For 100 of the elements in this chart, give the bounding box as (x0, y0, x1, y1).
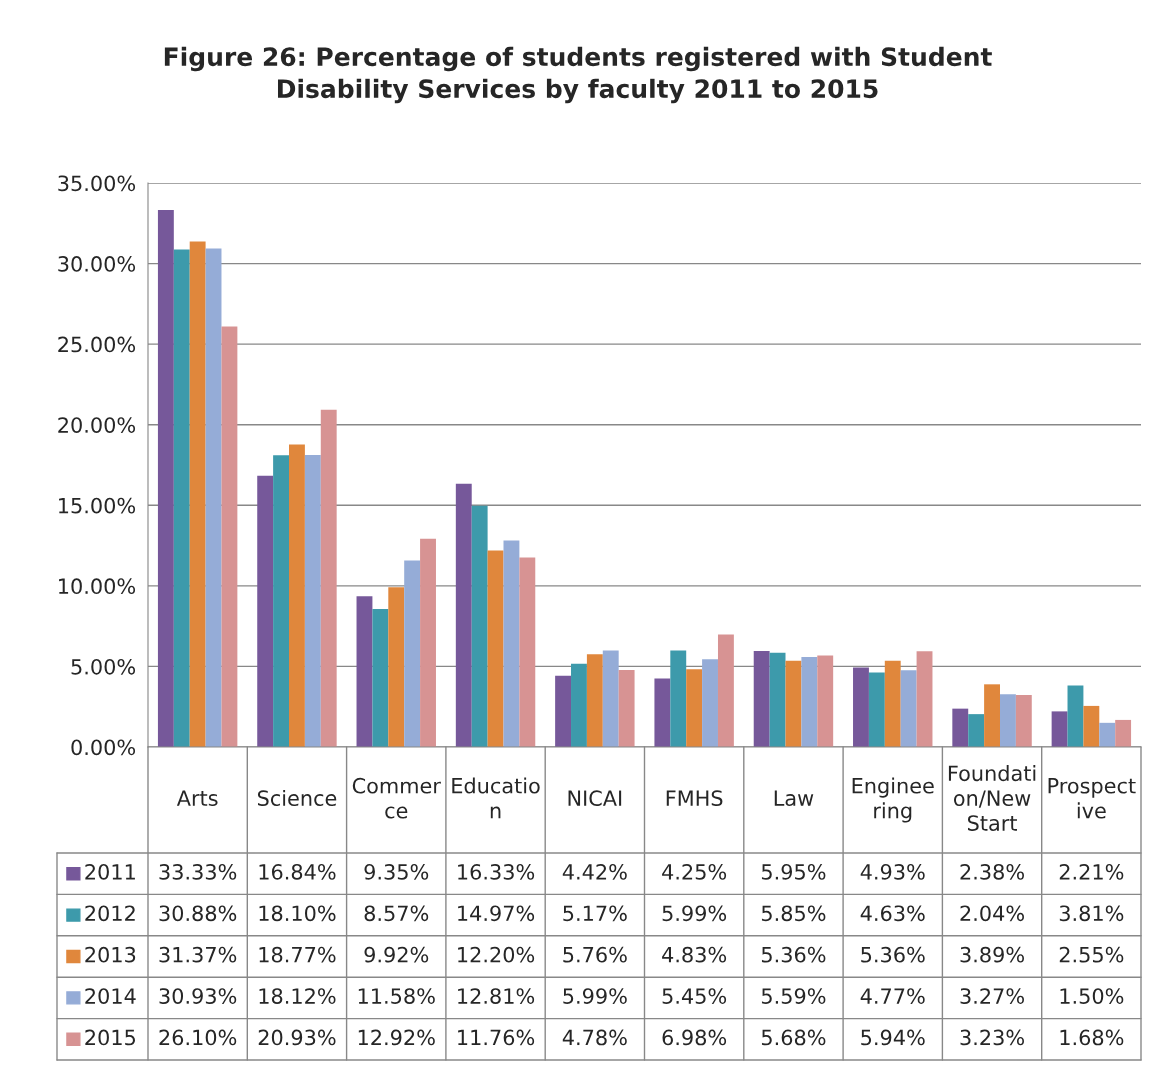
data-label: 20.93% (258, 1029, 336, 1046)
bar (785, 660, 802, 747)
data-label: 2.55% (1059, 946, 1124, 963)
data-label: 4.77% (860, 988, 925, 1004)
bar (487, 550, 504, 747)
bar (571, 663, 587, 747)
y-tick-label: 20.00% (58, 417, 136, 433)
bar (984, 684, 1000, 747)
data-label: 1.50% (1060, 988, 1124, 1004)
bar (372, 608, 389, 747)
data-label: 2.21% (1059, 863, 1124, 880)
data-label: 4.63% (860, 905, 925, 922)
x-tick-label: FMHS (666, 790, 723, 807)
data-label: 5.36% (861, 946, 925, 963)
bar (273, 455, 290, 747)
bar (968, 714, 985, 747)
bar (769, 652, 786, 747)
bar (999, 694, 1016, 747)
data-label: 16.33% (458, 863, 535, 880)
bar (519, 557, 536, 747)
bar (356, 596, 373, 747)
data-label: 12.20% (458, 946, 535, 963)
bar (1051, 711, 1068, 747)
chart-title: Figure 26: Percentage of students registered with Student Disability Services by faculty 2011 to 2015 (164, 46, 992, 104)
data-label: 2.04% (960, 905, 1024, 922)
bar (817, 655, 834, 747)
bar (1083, 705, 1100, 747)
data-label: 5.17% (563, 905, 627, 922)
data-label: 18.10% (259, 905, 336, 922)
data-label: 8.57% (364, 905, 429, 922)
y-tick-label: 35.00% (58, 175, 136, 192)
x-tick-label: Commerce (352, 777, 441, 819)
y-tick-label: 10.00% (59, 578, 136, 595)
y-tick-label: 5.00% (71, 658, 136, 675)
bar (555, 675, 572, 747)
data-label: 5.99% (662, 905, 727, 922)
bar (717, 634, 734, 747)
data-label: 12.81% (458, 988, 535, 1004)
bar (602, 650, 619, 747)
bar (868, 672, 885, 747)
bar (455, 483, 472, 747)
bar (853, 667, 869, 747)
bar (1015, 694, 1032, 747)
data-label: 5.95% (761, 863, 826, 880)
data-label: 11.58% (358, 988, 435, 1004)
bar (157, 209, 174, 747)
bar (618, 669, 635, 747)
bar (503, 540, 520, 747)
bar (654, 678, 671, 747)
data-label: 18.12% (259, 988, 336, 1004)
legend-label: 2013 (85, 946, 136, 963)
legend-label: 2014 (85, 988, 136, 1004)
bar (257, 475, 274, 747)
x-tick-label: Prospective (1048, 778, 1136, 819)
bar (471, 505, 488, 747)
data-label: 12.92% (358, 1029, 435, 1046)
data-label: 4.93% (860, 863, 925, 880)
y-tick-label: 15.00% (59, 497, 136, 514)
data-label: 33.33% (159, 863, 237, 880)
data-label: 30.88% (159, 905, 237, 922)
bar (320, 409, 337, 747)
bar (1067, 685, 1084, 747)
bar (420, 538, 436, 747)
bar (702, 659, 718, 747)
data-label: 5.99% (563, 988, 627, 1004)
y-tick-label: 0.00% (71, 739, 136, 756)
bar (884, 660, 901, 747)
data-label: 9.35% (364, 863, 429, 880)
bar (388, 587, 405, 747)
data-label: 3.89% (960, 946, 1024, 963)
data-label: 6.98% (662, 1029, 727, 1046)
bar (916, 651, 933, 747)
x-tick-label: NICAI (568, 790, 622, 807)
data-label: 14.97% (458, 905, 535, 922)
bar (404, 560, 421, 747)
data-label: 5.36% (761, 946, 826, 963)
x-tick-label: Foundation/New Start (948, 765, 1036, 831)
data-label: 5.94% (861, 1029, 925, 1046)
bar (1115, 719, 1132, 747)
data-label: 18.77% (259, 946, 336, 963)
x-tick-label: Law (774, 790, 814, 807)
bar (952, 708, 969, 747)
data-label: 2.38% (960, 863, 1024, 880)
bar (753, 651, 770, 747)
bar (1099, 722, 1116, 747)
data-label: 4.25% (662, 863, 727, 880)
bar (189, 241, 206, 747)
data-label: 11.76% (458, 1029, 535, 1046)
data-label: 31.37% (159, 946, 237, 963)
bar (304, 455, 321, 747)
x-tick-label: Engineering (852, 777, 934, 823)
x-tick-label: Arts (176, 790, 218, 807)
x-tick-label: Science (257, 789, 337, 807)
data-label: 4.83% (662, 946, 727, 963)
data-label: 5.76% (563, 946, 627, 963)
bar (686, 669, 703, 747)
data-label: 5.59% (761, 988, 826, 1004)
bar (221, 326, 238, 747)
bar (801, 656, 818, 747)
data-label: 1.68% (1060, 1029, 1124, 1046)
